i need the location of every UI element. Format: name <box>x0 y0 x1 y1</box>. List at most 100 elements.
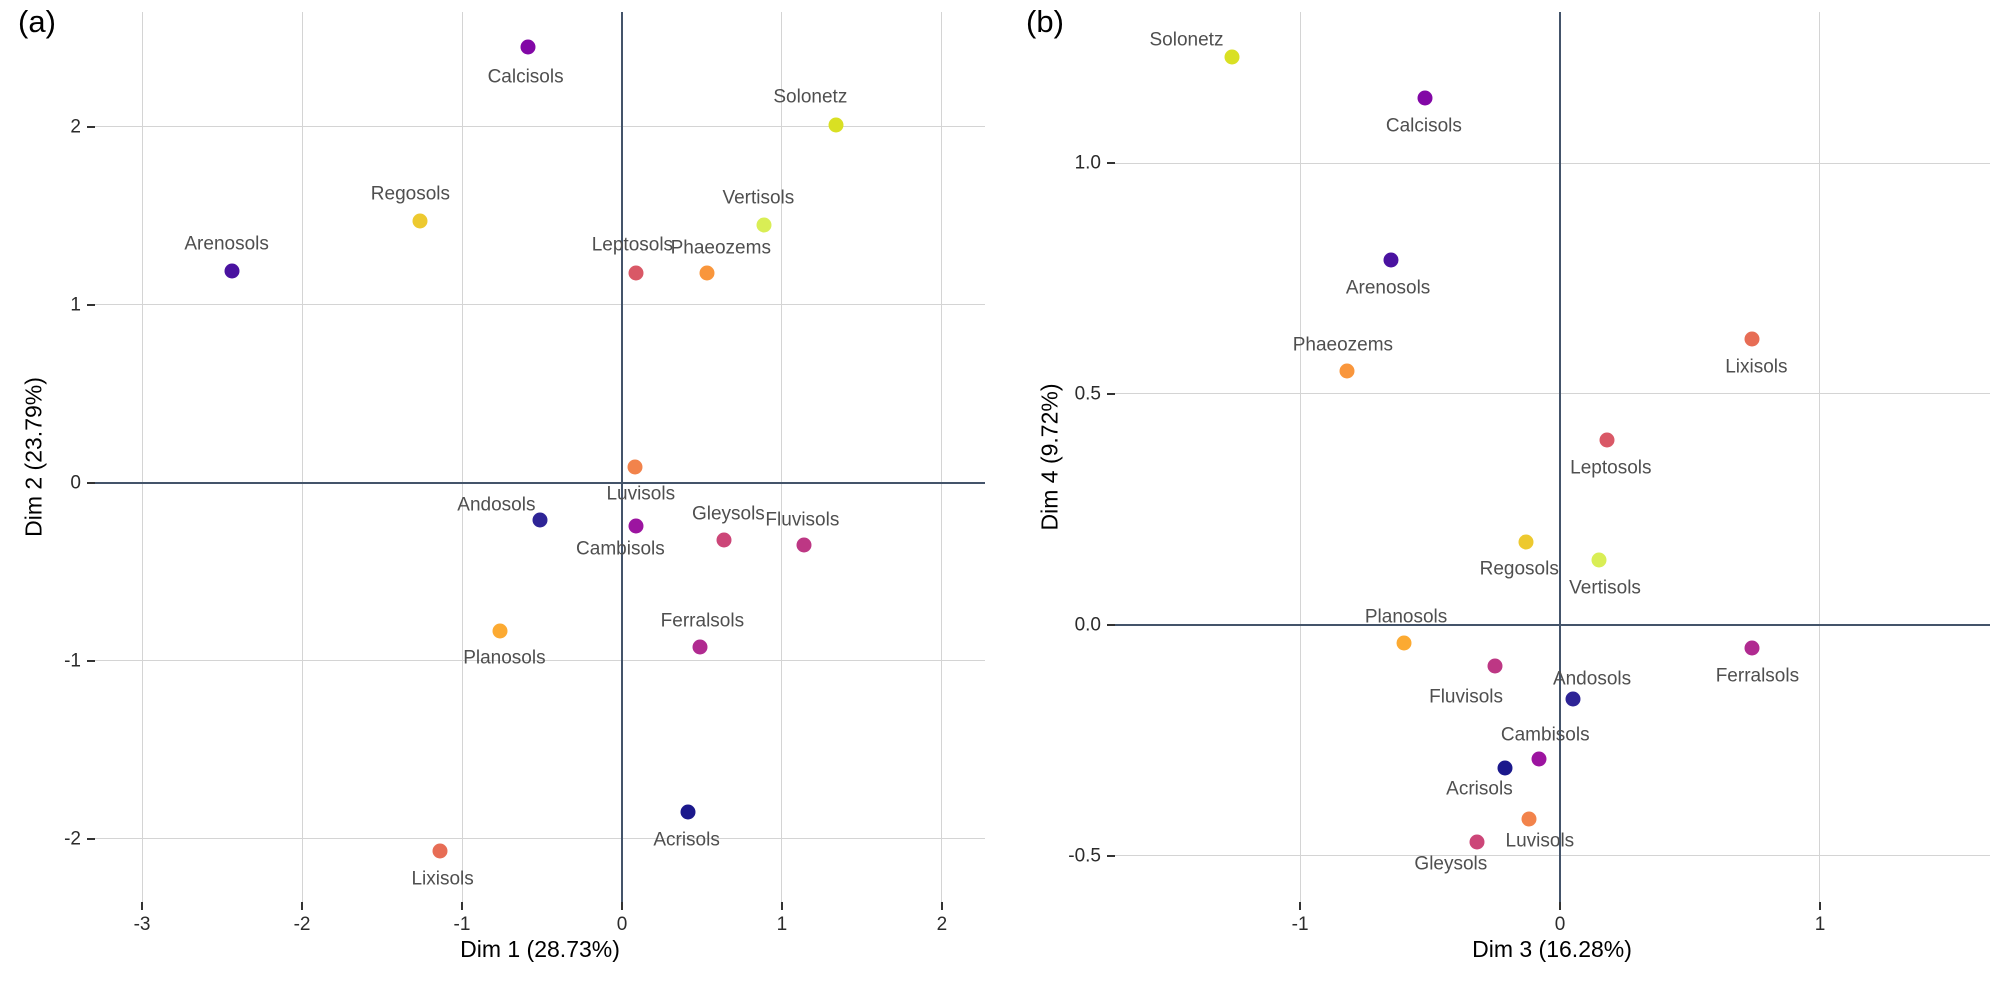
panel-b-point-label-andosols: Andosols <box>1552 668 1632 690</box>
panel-b-y-axis-tick-label: -0.5 <box>1068 845 1101 867</box>
panel-a-y-axis-tick-label: 2 <box>70 116 81 138</box>
panel-a-x-axis-tick-label: -1 <box>453 914 471 935</box>
panel-b-y-axis-tick-label: 0.5 <box>1074 383 1101 405</box>
panel-a-y-axis-tick <box>87 659 95 662</box>
panel-a-y-axis-tick-label: 0 <box>70 472 81 494</box>
panel-b-x-axis-title: Dim 3 (16.28%) <box>1472 936 1632 962</box>
panel-b-point-label-planosols: Planosols <box>1364 606 1448 628</box>
panel-a-point-lixisols <box>432 843 448 859</box>
panel-a-point-label-andosols: Andosols <box>457 494 536 516</box>
panel-b-point-acrisols <box>1497 760 1513 776</box>
panel-a-gridline-vertical <box>781 12 783 902</box>
panel-b-point-leptosols <box>1599 432 1615 448</box>
panel-a-point-vertisols <box>756 217 772 233</box>
panel-b-point-label-regosols: Regosols <box>1479 558 1559 580</box>
panel-b-tag: (b) <box>1026 4 1064 39</box>
panel-b-y-axis-tick <box>1107 854 1115 857</box>
panel-a-y-axis-tick-label: 1 <box>70 294 81 316</box>
panel-b-gridline-horizontal <box>1115 855 1990 857</box>
panel-a-zero-line-horizontal <box>95 482 985 484</box>
panel-a-y-axis-tick <box>87 125 95 128</box>
panel-a-point-phaeozems <box>699 265 715 281</box>
panel-a-x-axis-tick <box>620 902 623 910</box>
panel-a-point-label-acrisols: Acrisols <box>653 829 720 851</box>
panel-b-x-axis-tick <box>1559 902 1562 910</box>
panel-a-x-axis-tick <box>940 902 943 910</box>
panel-b-point-vertisols <box>1591 552 1607 568</box>
panel-b-zero-line-horizontal <box>1115 624 1990 626</box>
panel-a-gridline-horizontal <box>95 304 985 306</box>
panel-b-point-label-arenosols: Arenosols <box>1345 277 1431 299</box>
panel-b-point-label-gleysols: Gleysols <box>1414 853 1488 875</box>
panel-a-point-fluvisols <box>796 537 812 553</box>
panel-a-point-label-planosols: Planosols <box>463 647 546 669</box>
panel-b-y-axis-tick-label: 1.0 <box>1074 152 1101 174</box>
panel-a-point-label-cambisols: Cambisols <box>576 538 665 560</box>
panel-b-y-axis-tick <box>1107 162 1115 165</box>
panel-b-point-label-lixisols: Lixisols <box>1725 356 1788 378</box>
panel-b-point-label-solonetz: Solonetz <box>1149 29 1224 51</box>
panel-a-point-label-leptosols: Leptosols <box>591 234 674 256</box>
panel-a-point-regosols <box>412 213 428 229</box>
panel-b-point-andosols <box>1565 691 1581 707</box>
panel-a-y-axis-tick-label: -1 <box>64 650 81 672</box>
panel-a-x-axis-tick-label: 0 <box>616 914 628 935</box>
panel-a-point-planosols <box>492 623 508 639</box>
panel-b-gridline-vertical <box>1299 12 1301 902</box>
panel-a-y-axis-title: Dim 2 (23.79%) <box>20 377 47 537</box>
panel-b-y-axis-tick-label: 0.0 <box>1074 614 1101 636</box>
panel-b-point-label-vertisols: Vertisols <box>1569 577 1641 599</box>
panel-a-point-leptosols <box>628 265 644 281</box>
panel-a-y-axis-tick <box>87 303 95 306</box>
panel-b-point-fluvisols <box>1487 658 1503 674</box>
panel-a-y-axis-tick <box>87 837 95 840</box>
panel-b-point-label-ferralsols: Ferralsols <box>1715 665 1800 687</box>
panel-a-x-axis-tick-label: 2 <box>936 914 948 935</box>
panel-a-y-axis-tick <box>87 481 95 484</box>
panel-a-point-label-fluvisols: Fluvisols <box>765 509 840 531</box>
panel-a-point-label-solonetz: Solonetz <box>773 86 848 108</box>
panel-a-x-axis-tick <box>780 902 783 910</box>
panel-a-point-label-arenosols: Arenosols <box>184 233 269 255</box>
panel-a-x-axis-tick-label: -2 <box>293 914 311 935</box>
panel-a-point-gleysols <box>716 532 732 548</box>
panel-a-x-axis-tick-label: 1 <box>776 914 788 935</box>
panel-b-point-label-cambisols: Cambisols <box>1500 724 1590 746</box>
panel-a-x-axis-tick <box>141 902 144 910</box>
panel-a-point-solonetz <box>828 117 844 133</box>
panel-b-x-axis-tick-label: 0 <box>1554 914 1566 935</box>
panel-b-point-arenosols <box>1383 252 1399 268</box>
panel-b-point-ferralsols <box>1744 640 1760 656</box>
panel-a-point-cambisols <box>628 518 644 534</box>
panel-a-point-arenosols <box>224 263 240 279</box>
panel-a-y-axis-tick-label: -2 <box>64 828 81 850</box>
panel-a-point-ferralsols <box>692 639 708 655</box>
panel-b-y-axis-tick <box>1107 623 1115 626</box>
panel-b-x-axis-tick-label: -1 <box>1291 914 1309 935</box>
panel-a-point-label-vertisols: Vertisols <box>722 187 795 209</box>
panel-a-point-label-gleysols: Gleysols <box>691 503 765 525</box>
panel-a-zero-line-vertical <box>621 12 623 902</box>
panel-b-point-planosols <box>1396 635 1412 651</box>
panel-a-point-label-lixisols: Lixisols <box>411 868 474 890</box>
panel-a-x-axis-tick <box>461 902 463 910</box>
panel-b-point-phaeozems <box>1339 363 1355 379</box>
panel-a-point-calcisols <box>520 39 536 55</box>
panel-a-x-axis-title: Dim 1 (28.73%) <box>460 936 620 962</box>
panel-a-point-andosols <box>532 512 548 528</box>
panel-a-gridline-horizontal <box>95 126 985 128</box>
panel-a-gridline-vertical <box>461 12 463 902</box>
panel-a-x-axis-tick-label: -3 <box>133 914 151 935</box>
panel-a-point-label-luvisols: Luvisols <box>606 483 676 505</box>
panel-b-point-label-calcisols: Calcisols <box>1385 115 1462 137</box>
panel-a-gridline-vertical <box>941 12 943 902</box>
panel-b-point-gleysols <box>1469 834 1485 850</box>
panel-b-point-label-leptosols: Leptosols <box>1570 457 1652 479</box>
panel-b-gridline-vertical <box>1819 12 1821 902</box>
panel-b-point-lixisols <box>1744 331 1760 347</box>
panel-b-x-axis-tick <box>1299 902 1302 910</box>
panel-b-point-luvisols <box>1521 811 1537 827</box>
panel-b-gridline-horizontal <box>1115 393 1990 395</box>
panel-a-tag: (a) <box>18 4 56 39</box>
